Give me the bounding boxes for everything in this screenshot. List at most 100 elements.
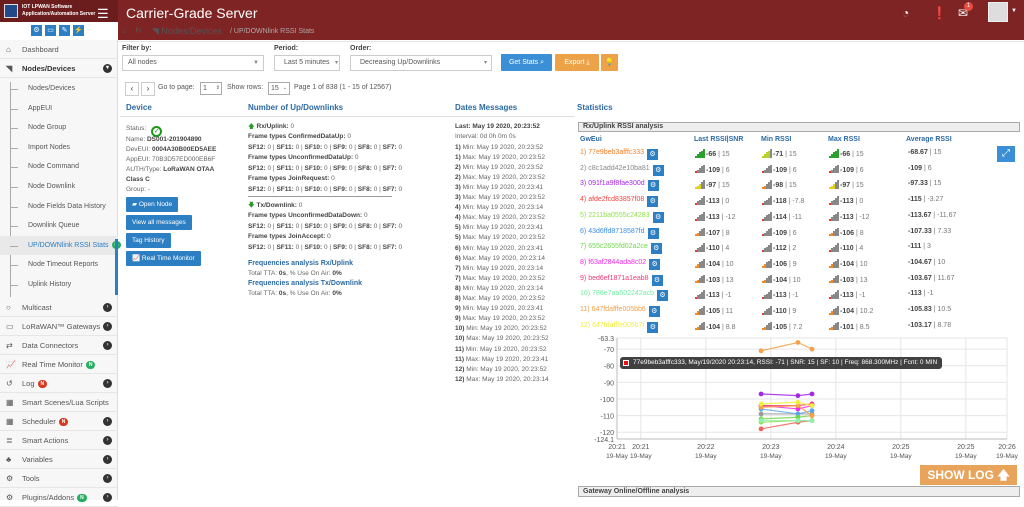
sidebar-subitem[interactable]: Nodes/Devices [0, 79, 118, 99]
sidebar-item-smart-scenes-lua-scripts[interactable]: ▦ Smart Scenes/Lua Scripts [0, 393, 118, 412]
max-rssi-cell: -103 | 13 [829, 274, 868, 284]
gateway-eui[interactable]: 4) afde2fcd83857f08 ⚙ [580, 196, 659, 208]
gateway-eui[interactable]: 8) f63af2844ada8c02 ⚙ [580, 258, 661, 270]
alert-icon[interactable]: ❗ [932, 6, 947, 20]
view-all-messages-button[interactable]: View all messages [126, 215, 192, 230]
caret-down-icon[interactable]: ▼ [1011, 8, 1017, 14]
hdd-icon[interactable]: ▭ [45, 25, 56, 36]
last-rssi-cell: -109 | 6 [695, 164, 730, 174]
sidebar-item-nodes-devices[interactable]: ◥ Nodes/Devices ▾ [0, 59, 118, 78]
sidebar-item-data-connectors[interactable]: ⇄ Data Connectors › [0, 336, 118, 355]
rssi-value: -104 [773, 276, 788, 284]
sf-counts: SF12: 0 | SF11: 0 | SF10: 0 | SF9: 0 | S… [248, 244, 402, 251]
gateway-eui[interactable]: 1) 77e9beb3afffc333 ⚙ [580, 149, 658, 160]
order-select[interactable]: Decreasing Up/Downlinks ▾ [350, 55, 492, 71]
y-tick-label: -63.3 [598, 336, 614, 343]
plug-icon[interactable]: ⚡ [73, 25, 84, 36]
real-time-monitor-button[interactable]: 📈 Real Time Monitor [126, 251, 201, 266]
period-select[interactable]: Last 5 minutes ▾ [274, 55, 340, 71]
sidebar-item-plugins-addons[interactable]: ⚙ Plugins/Addons N › [0, 488, 118, 507]
gateway-eui[interactable]: 5) 2211ba0555c24283 ⚙ [580, 211, 664, 223]
home-icon[interactable]: ⌂ [122, 26, 127, 35]
gateway-eui[interactable]: 10) 786e7aa502242acb ⚙ [580, 290, 668, 302]
sidebar-subitem[interactable]: Uplink History [0, 275, 118, 295]
sidebar-subitem[interactable]: Node Downlink [0, 177, 118, 197]
sidebar-subitem[interactable]: Node Fields Data History [0, 197, 118, 217]
history-icon: ↺ [6, 379, 13, 388]
sidebar-item-tools[interactable]: ⚙ Tools › [0, 469, 118, 488]
gear-icon[interactable]: ⚙ [652, 211, 664, 223]
gear-icon[interactable]: ⚙ [647, 196, 659, 208]
gear-icon[interactable]: ⚙ [647, 227, 659, 239]
gear-icon[interactable]: ⚙ [652, 164, 664, 176]
menu-toggle-icon[interactable]: ☰ [97, 6, 109, 21]
user-avatar[interactable] [988, 2, 1008, 22]
sidebar-item-lorawan-gateways[interactable]: ▭ LoRaWAN™ Gateways › [0, 317, 118, 336]
entry-index: 1) [455, 153, 461, 161]
rssi-value: -104.67 [908, 258, 932, 266]
gear-icon[interactable]: ⚙ [647, 149, 658, 160]
mail-icon[interactable]: ✉ [958, 6, 969, 20]
sidebar-item-scheduler[interactable]: ▦ Scheduler N › [0, 412, 118, 431]
dashboard-gauge-icon[interactable]: ◔ [902, 6, 910, 20]
get-stats-button[interactable]: Get Stats ⌕ [501, 54, 552, 71]
sidebar-item-log[interactable]: ↺ Log N › [0, 374, 118, 393]
open-node-button[interactable]: ▰ Open Node [126, 197, 179, 212]
spinner-icon[interactable]: ⇕ [215, 85, 220, 91]
expand-icon[interactable]: ⤢ [997, 146, 1015, 162]
gear-icon[interactable]: ⚙ [651, 274, 663, 286]
refresh-icon[interactable]: ↻ [135, 26, 142, 35]
gear-icon[interactable]: ⚙ [647, 321, 659, 333]
logo[interactable]: IOT LPWAN Software Application/Automatio… [0, 0, 118, 22]
x-tick-label: 20:22 [697, 444, 715, 451]
settings-icon[interactable]: ⚙ [31, 25, 42, 36]
sidebar-item-real-time-monitor[interactable]: 📈 Real Time Monitor N [0, 355, 118, 374]
gear-icon[interactable]: ⚙ [650, 243, 662, 255]
gateway-eui[interactable]: 9) bed6ef1871a1eab8 ⚙ [580, 274, 663, 286]
sidebar-subitem[interactable]: Downlink Queue [0, 216, 118, 236]
tag-history-button[interactable]: Tag History [126, 233, 171, 248]
export-button[interactable]: Export ⤓ [555, 54, 599, 71]
sidebar-subitem[interactable]: AppEUI [0, 99, 118, 119]
rows-select[interactable]: 15 ⌄ [268, 82, 290, 95]
gear-icon[interactable]: ⚙ [649, 258, 661, 270]
breadcrumb-section[interactable]: ◥ Nodes/Devices [152, 26, 222, 37]
sidebar-subitem[interactable]: Import Nodes [0, 138, 118, 158]
sidebar-item-variables[interactable]: ♣ Variables › [0, 450, 118, 469]
gateway-eui[interactable]: 12) 647fdafffe005b7f ⚙ [580, 321, 659, 333]
filter-select[interactable]: All nodes ▼ [122, 55, 264, 71]
tips-button[interactable]: 💡 [601, 54, 618, 71]
sidebar-subitem[interactable]: Node Command [0, 157, 118, 177]
period-label: Period: [274, 45, 299, 52]
pencil-icon[interactable]: ✎ [59, 25, 70, 36]
frequencies-tx-link[interactable]: Frequencies analysis Tx/Downlink [248, 280, 362, 287]
gear-icon[interactable]: ⚙ [648, 306, 660, 317]
sidebar-subitem[interactable]: Node Group [0, 118, 118, 138]
gateway-eui[interactable]: 6) 43d6ffd8718587fd ⚙ [580, 227, 659, 239]
gear-icon[interactable]: ⚙ [656, 290, 668, 302]
sidebar-item-dashboard[interactable]: ⌂ Dashboard [0, 40, 118, 59]
sidebar-item-multicast[interactable]: ○ Multicast › [0, 298, 118, 317]
group-value: - [147, 186, 150, 193]
gateway-eui[interactable]: 2) c8c1add42e10ba81 ⚙ [580, 164, 664, 176]
average-rssi-cell: -115 | -3.27 [908, 196, 944, 204]
gear-icon[interactable]: ⚙ [647, 180, 659, 192]
gateway-eui[interactable]: 11) 647fdafffe005bb6 ⚙ [580, 306, 660, 317]
gateway-eui[interactable]: 7) 655c2655fd02a2ce ⚙ [580, 243, 662, 255]
frequencies-rx-link[interactable]: Frequencies analysis Rx/Uplink [248, 260, 354, 267]
prev-page-button[interactable]: ‹ [125, 82, 139, 96]
sidebar-subitem[interactable]: Node Timeout Reports [0, 255, 118, 275]
show-log-button[interactable]: SHOW LOG 🡅 [920, 465, 1017, 485]
page-input[interactable]: 1 ⇕ [200, 82, 222, 95]
field-value: 0 [354, 154, 359, 161]
rssi-value: -97 [840, 182, 851, 190]
sidebar-subitem-text: Uplink History [28, 281, 72, 288]
entry-date: Min: May 19 2020, 20:23:52 [462, 163, 544, 171]
date-entry: 2) Max: May 19 2020, 20:23:52 [455, 174, 545, 181]
next-page-button[interactable]: › [141, 82, 155, 96]
entry-date: Min: May 19 2020, 20:23:14 [462, 284, 544, 292]
sidebar-item-smart-actions[interactable]: ≣ Smart Actions › [0, 431, 118, 450]
sidebar-subitem-label: Node Timeout Reports [28, 255, 98, 275]
gateway-eui[interactable]: 3) 091f1a9f8fae300d ⚙ [580, 180, 659, 192]
